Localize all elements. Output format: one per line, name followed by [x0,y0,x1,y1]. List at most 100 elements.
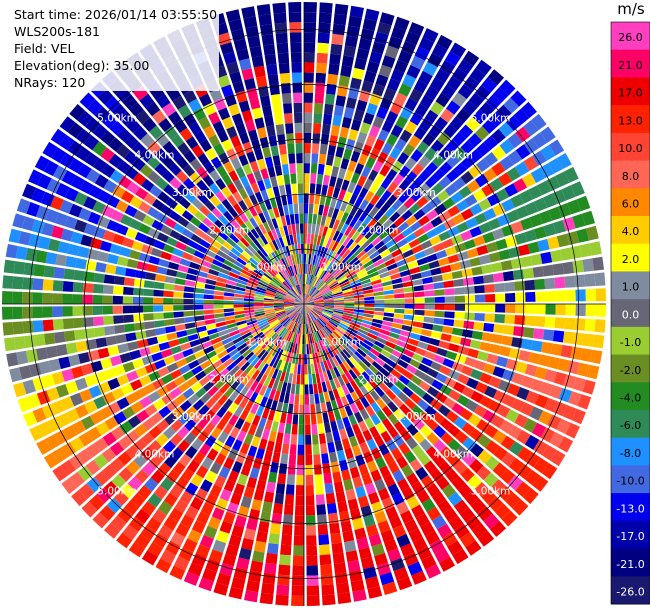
ray-count: NRays: 120 [14,75,86,90]
range-gate [250,228,260,239]
range-gate [292,373,297,385]
range-gate [209,461,222,475]
range-gate [346,358,355,369]
range-gate [499,419,514,434]
range-gate [213,582,229,596]
range-gate [9,367,22,383]
range-gate [498,249,511,261]
range-gate [276,260,284,271]
range-gate [351,353,361,364]
range-gate [423,246,436,256]
range-gate [380,249,391,258]
range-gate [316,413,323,424]
range-gate [474,313,485,322]
range-gate [432,168,445,182]
range-gate [421,555,437,570]
range-gate [396,456,409,469]
range-gate [377,487,390,501]
range-gate [131,240,144,252]
range-gate [313,332,319,343]
range-gate [269,319,279,326]
range-gate [332,268,342,277]
range-gate [376,106,389,120]
range-gate [387,401,399,413]
range-gate [300,384,304,395]
range-gate [284,113,293,124]
range-gate [128,541,145,558]
range-gate [464,295,476,303]
range-gate [334,301,345,304]
range-gate [116,223,129,236]
velocity-ray [23,304,304,427]
range-gate [298,193,304,204]
range-gate [387,336,398,345]
range-gate [320,315,330,322]
range-gate [383,474,396,488]
range-gate [530,340,543,352]
range-gate [196,179,208,192]
range-gate [292,287,299,296]
range-gate [329,53,341,65]
range-gate [173,375,186,387]
range-gate [375,198,386,210]
range-gate [463,76,480,92]
range-gate [176,184,189,197]
range-gate [304,297,313,304]
range-gate [183,292,194,299]
range-gate [592,256,604,271]
range-gate [312,213,318,225]
range-gate [190,381,203,393]
range-gate [339,234,348,245]
range-gate [489,177,504,192]
range-gate [427,52,443,68]
range-gate [313,321,320,331]
range-gate [253,214,263,226]
range-gate [483,167,497,182]
range-gate [311,291,321,298]
range-gate [253,489,265,501]
range-gate [318,282,327,291]
range-gate [279,339,286,349]
range-gate [297,274,301,285]
range-gate [277,326,285,336]
range-gate [419,438,432,452]
velocity-ray [22,183,304,304]
range-gate [228,586,244,600]
range-gate [268,533,280,545]
range-gate [304,304,314,306]
range-gate [539,163,554,179]
range-gate [271,252,279,262]
range-gate [434,310,445,318]
range-gate [304,394,310,405]
range-gate [305,474,314,486]
range-gate [307,223,312,234]
range-gate [285,296,295,301]
range-gate [365,336,376,344]
range-gate [284,301,294,303]
range-gate [214,475,227,488]
range-gate [418,155,431,169]
range-gate [95,262,107,273]
range-gate [323,306,334,309]
range-gate [273,411,281,423]
range-gate [445,139,460,154]
range-gate [317,268,324,278]
range-gate [346,271,356,279]
range-gate [326,154,334,166]
range-gate [595,288,606,302]
colorbar-tick-label: -21.0 [616,558,644,571]
range-gate [399,269,411,277]
range-gate [294,302,304,304]
range-gate [323,360,330,371]
range-gate [196,511,210,525]
range-gate [131,141,146,156]
range-gate [211,359,223,370]
velocity-ray [155,304,304,574]
range-gate [451,270,463,279]
range-gate [286,309,296,315]
range-gate [286,362,292,373]
range-gate [88,185,103,199]
range-gate [353,294,364,299]
range-gate [381,405,393,418]
range-gate [174,317,185,325]
